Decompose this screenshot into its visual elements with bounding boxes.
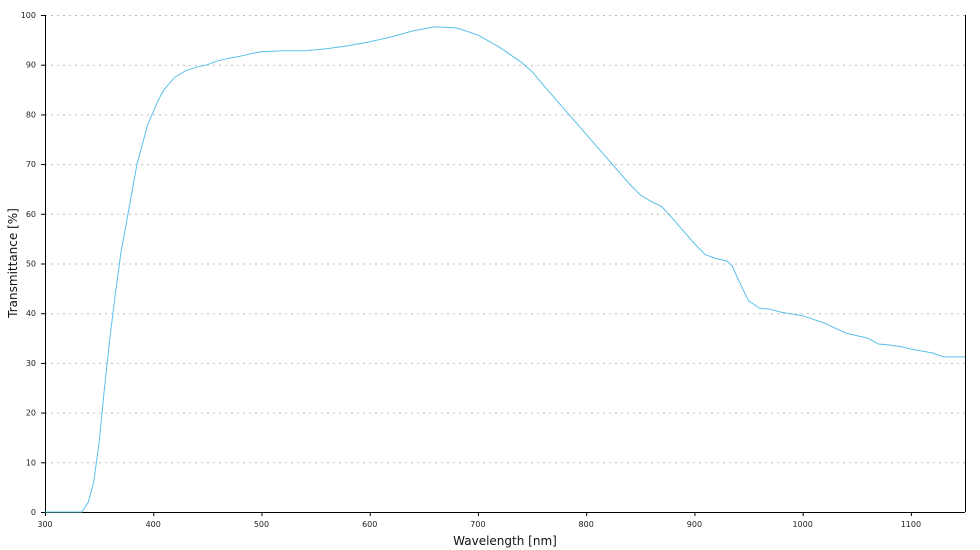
y-tick-label: 20 <box>26 409 36 418</box>
gridlines <box>45 15 965 464</box>
x-tick-label: 900 <box>687 520 702 529</box>
y-tick-label: 50 <box>26 260 36 269</box>
y-tick-label: 90 <box>26 61 36 70</box>
x-tick-label: 300 <box>37 520 52 529</box>
y-tick-label: 100 <box>21 11 36 20</box>
x-tick-label: 1000 <box>792 520 812 529</box>
axes <box>41 15 966 516</box>
y-tick-label: 80 <box>26 110 36 119</box>
x-tick-label: 600 <box>362 520 377 529</box>
y-tick-label: 30 <box>26 359 36 368</box>
x-tick-label: 500 <box>254 520 269 529</box>
x-tick-label: 1100 <box>901 520 921 529</box>
x-tick-label: 700 <box>470 520 485 529</box>
transmittance-series-line <box>45 26 965 513</box>
x-tick-labels: 300 400 500 600 700 800 900 1000 1100 <box>37 520 921 529</box>
y-tick-label: 40 <box>26 309 36 318</box>
y-tick-label: 60 <box>26 210 36 219</box>
y-tick-label: 70 <box>26 160 36 169</box>
x-tick-label: 800 <box>579 520 594 529</box>
y-tick-labels: 0 10 20 30 40 50 60 70 80 90 100 <box>21 11 36 517</box>
y-tick-label: 10 <box>26 458 36 467</box>
x-tick-label: 400 <box>146 520 161 529</box>
x-axis-label: Wavelength [nm] <box>453 534 557 548</box>
y-tick-label: 0 <box>31 508 36 517</box>
y-axis-label: Transmittance [%] <box>6 208 20 319</box>
